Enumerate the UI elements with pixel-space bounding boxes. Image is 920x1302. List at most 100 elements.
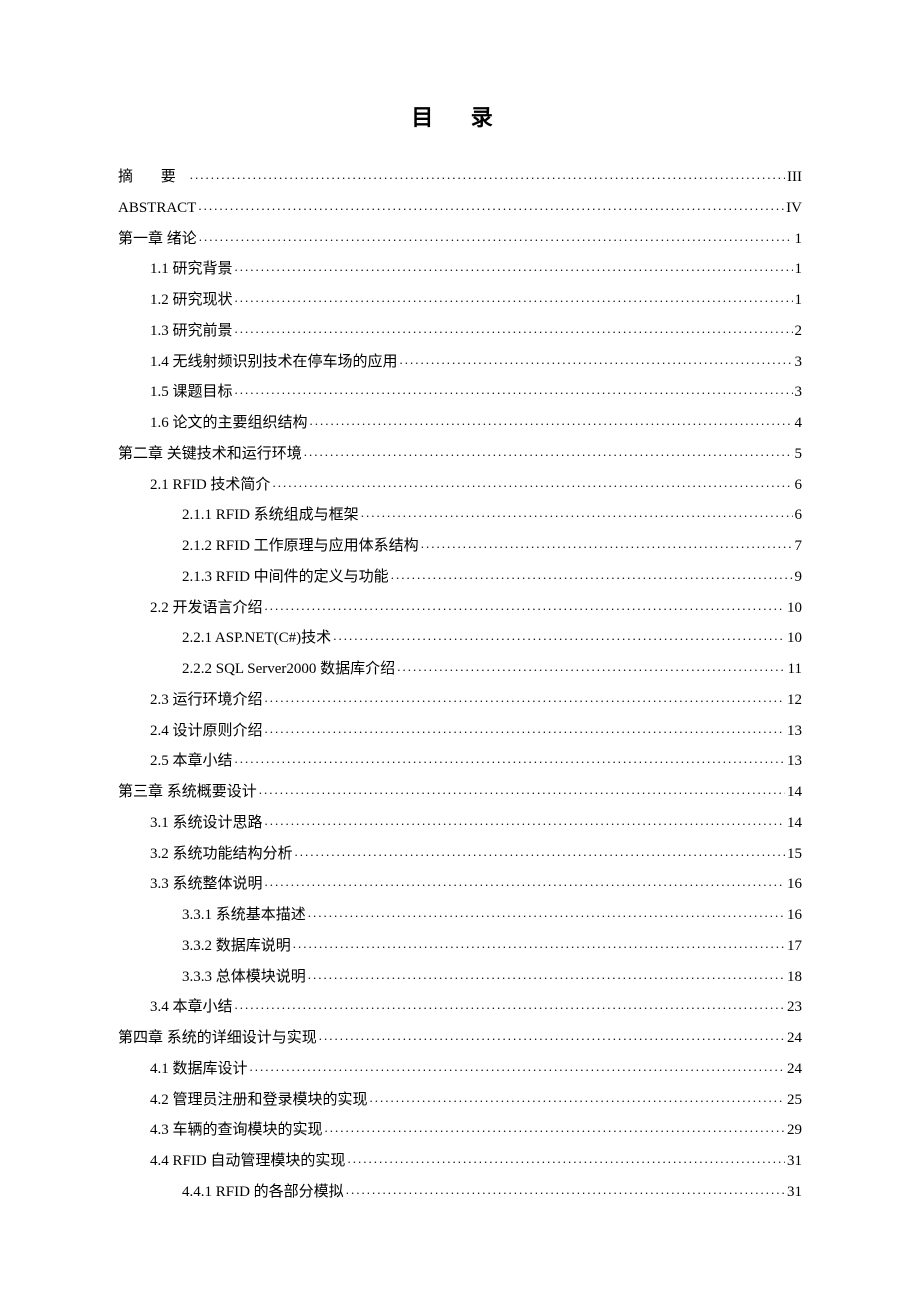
toc-entry-page: 14 — [787, 777, 802, 808]
toc-entry: 3.4 本章小结 23 — [118, 992, 802, 1023]
toc-leader-dots — [235, 746, 785, 777]
toc-entry-page: 1 — [795, 254, 803, 285]
toc-entry-page: 31 — [787, 1146, 802, 1177]
toc-leader-dots — [293, 931, 785, 962]
toc-entry-page: 13 — [787, 716, 802, 747]
toc-entry-page: 24 — [787, 1023, 802, 1054]
toc-entry: 1.2 研究现状1 — [118, 285, 802, 316]
toc-leader-dots — [235, 992, 785, 1023]
toc-entry-label: 2.2 开发语言介绍 — [150, 593, 263, 624]
toc-entry: 3.2 系统功能结构分析15 — [118, 839, 802, 870]
toc-entry-label: 1.2 研究现状 — [150, 285, 233, 316]
toc-leader-dots — [346, 1177, 785, 1208]
toc-leader-dots — [235, 254, 793, 285]
toc-entry: 摘 要III — [118, 162, 802, 193]
toc-entry: 1.6 论文的主要组织结构4 — [118, 408, 802, 439]
toc-entry-page: 7 — [795, 531, 803, 562]
toc-entry-page: 12 — [787, 685, 802, 716]
toc-entry-label: 4.2 管理员注册和登录模块的实现 — [150, 1085, 368, 1116]
toc-entry-page: 4 — [795, 408, 803, 439]
toc-entry-label: 2.3 运行环境介绍 — [150, 685, 263, 716]
toc-entry-page: 9 — [795, 562, 803, 593]
toc-entry: 2.4 设计原则介绍 13 — [118, 716, 802, 747]
toc-entry-page: 15 — [787, 839, 802, 870]
toc-entry-label: 1.3 研究前景 — [150, 316, 233, 347]
toc-entry-page: 29 — [787, 1115, 802, 1146]
toc-entry-label: 第四章 系统的详细设计与实现 — [118, 1023, 317, 1054]
toc-entry-page: 13 — [787, 746, 802, 777]
toc-leader-dots — [361, 500, 793, 531]
toc-leader-dots — [265, 869, 785, 900]
toc-entry-label: 3.4 本章小结 — [150, 992, 233, 1023]
toc-entry-label: 第三章 系统概要设计 — [118, 777, 257, 808]
toc-entry: ABSTRACTIV — [118, 193, 802, 224]
toc-entry-label: 2.2.1 ASP.NET(C#)技术 — [182, 623, 331, 654]
toc-entry-label: 2.1.1 RFID 系统组成与框架 — [182, 500, 359, 531]
toc-entry: 3.3.3 总体模块说明18 — [118, 962, 802, 993]
toc-entry-page: 14 — [787, 808, 802, 839]
toc-entry-label: 4.4.1 RFID 的各部分模拟 — [182, 1177, 344, 1208]
toc-leader-dots — [308, 962, 785, 993]
toc-leader-dots — [265, 593, 785, 624]
toc-entry-label: 3.3.2 数据库说明 — [182, 931, 291, 962]
toc-entry: 2.5 本章小结 13 — [118, 746, 802, 777]
toc-leader-dots — [333, 623, 785, 654]
toc-entry-page: 10 — [787, 593, 802, 624]
toc-entry-page: 16 — [787, 869, 802, 900]
toc-entry-page: 25 — [787, 1085, 802, 1116]
toc-leader-dots — [235, 285, 793, 316]
toc-entry-label: 4.3 车辆的查询模块的实现 — [150, 1115, 323, 1146]
toc-entry: 2.1.1 RFID 系统组成与框架6 — [118, 500, 802, 531]
toc-entry: 4.4.1 RFID 的各部分模拟 31 — [118, 1177, 802, 1208]
toc-entry: 3.3.1 系统基本描述16 — [118, 900, 802, 931]
toc-entry: 4.2 管理员注册和登录模块的实现 25 — [118, 1085, 802, 1116]
toc-leader-dots — [397, 654, 785, 685]
toc-leader-dots — [250, 1054, 785, 1085]
toc-entry-label: 4.4 RFID 自动管理模块的实现 — [150, 1146, 345, 1177]
toc-entry-page: 3 — [795, 347, 803, 378]
toc-entry-label: 3.3.1 系统基本描述 — [182, 900, 306, 931]
toc-entry-label: 3.3.3 总体模块说明 — [182, 962, 306, 993]
toc-entry-label: 2.4 设计原则介绍 — [150, 716, 263, 747]
toc-entry: 1.1 研究背景 1 — [118, 254, 802, 285]
toc-entry-page: 5 — [795, 439, 803, 470]
toc-entry-page: 6 — [795, 470, 803, 501]
toc-entry-label: 3.3 系统整体说明 — [150, 869, 263, 900]
toc-entry: 2.2 开发语言介绍 10 — [118, 593, 802, 624]
toc-entry: 3.1 系统设计思路14 — [118, 808, 802, 839]
toc-leader-dots — [304, 439, 793, 470]
toc-entry-label: 摘 要 — [118, 162, 188, 193]
toc-entry: 3.3.2 数据库说明17 — [118, 931, 802, 962]
toc-leader-dots — [235, 316, 793, 347]
toc-entry: 第二章 关键技术和运行环境 5 — [118, 439, 802, 470]
toc-leader-dots — [199, 224, 793, 255]
toc-entry: 1.3 研究前景 2 — [118, 316, 802, 347]
toc-entry-page: 23 — [787, 992, 802, 1023]
toc-entry: 第四章 系统的详细设计与实现 24 — [118, 1023, 802, 1054]
toc-entry-label: 1.1 研究背景 — [150, 254, 233, 285]
toc-entry-page: 31 — [787, 1177, 802, 1208]
toc-leader-dots — [265, 716, 785, 747]
toc-leader-dots — [319, 1023, 785, 1054]
toc-entry-label: 2.1.2 RFID 工作原理与应用体系结构 — [182, 531, 419, 562]
toc-leader-dots — [295, 839, 785, 870]
toc-entry-page: 3 — [795, 377, 803, 408]
toc-entry-label: 第二章 关键技术和运行环境 — [118, 439, 302, 470]
toc-leader-dots — [391, 562, 793, 593]
toc-leader-dots — [272, 470, 792, 501]
toc-title: 目 录 — [118, 100, 802, 132]
toc-container: 摘 要IIIABSTRACTIV第一章 绪论11.1 研究背景11.2 研究现状… — [118, 162, 802, 1208]
toc-leader-dots — [325, 1115, 785, 1146]
toc-entry: 4.1 数据库设计24 — [118, 1054, 802, 1085]
toc-leader-dots — [347, 1146, 785, 1177]
toc-entry-label: 2.5 本章小结 — [150, 746, 233, 777]
toc-entry-page: 11 — [788, 654, 802, 685]
toc-leader-dots — [370, 1085, 785, 1116]
toc-leader-dots — [265, 685, 785, 716]
toc-entry-label: 2.2.2 SQL Server2000 数据库介绍 — [182, 654, 395, 685]
toc-entry: 2.2.1 ASP.NET(C#)技术 10 — [118, 623, 802, 654]
toc-entry: 4.3 车辆的查询模块的实现 29 — [118, 1115, 802, 1146]
toc-leader-dots — [421, 531, 793, 562]
toc-entry-page: 2 — [795, 316, 803, 347]
toc-entry: 2.3 运行环境介绍 12 — [118, 685, 802, 716]
